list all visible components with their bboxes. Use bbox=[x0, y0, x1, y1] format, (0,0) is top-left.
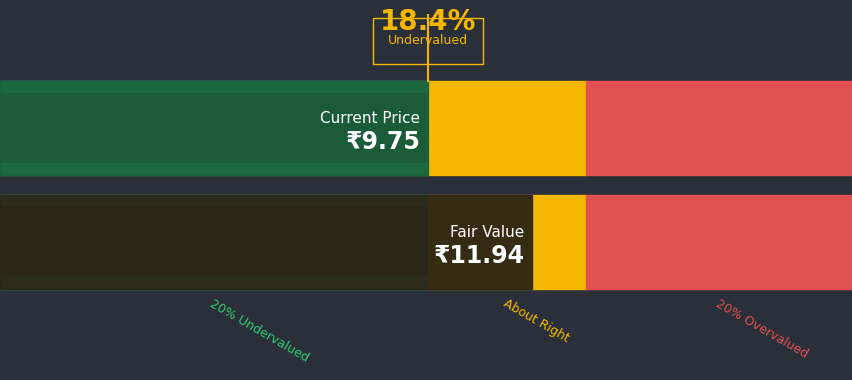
Bar bbox=[585, 163, 852, 175]
Bar bbox=[428, 277, 585, 289]
Bar bbox=[0, 207, 428, 277]
Text: Current Price: Current Price bbox=[320, 111, 420, 126]
Bar bbox=[428, 195, 585, 207]
Bar bbox=[585, 93, 852, 163]
Bar bbox=[585, 195, 852, 207]
Text: 20% Undervalued: 20% Undervalued bbox=[207, 297, 311, 364]
Text: ₹9.75: ₹9.75 bbox=[345, 130, 420, 154]
Bar bbox=[428, 81, 585, 93]
Bar bbox=[428, 207, 585, 277]
Bar bbox=[0, 81, 428, 175]
Text: 20% Overvalued: 20% Overvalued bbox=[712, 297, 809, 360]
Bar bbox=[0, 93, 428, 163]
Bar bbox=[428, 93, 585, 163]
FancyBboxPatch shape bbox=[373, 17, 482, 63]
Text: ₹11.94: ₹11.94 bbox=[433, 244, 524, 268]
Bar bbox=[0, 81, 428, 93]
Bar bbox=[0, 195, 532, 289]
Bar bbox=[585, 81, 852, 93]
Text: Fair Value: Fair Value bbox=[450, 225, 524, 240]
Text: Undervalued: Undervalued bbox=[388, 34, 468, 47]
Text: About Right: About Right bbox=[500, 297, 570, 345]
Bar bbox=[428, 163, 585, 175]
Bar bbox=[0, 277, 428, 289]
Bar bbox=[0, 163, 428, 175]
Text: 18.4%: 18.4% bbox=[380, 8, 475, 36]
Bar bbox=[0, 195, 428, 207]
Bar bbox=[585, 277, 852, 289]
Bar bbox=[585, 207, 852, 277]
